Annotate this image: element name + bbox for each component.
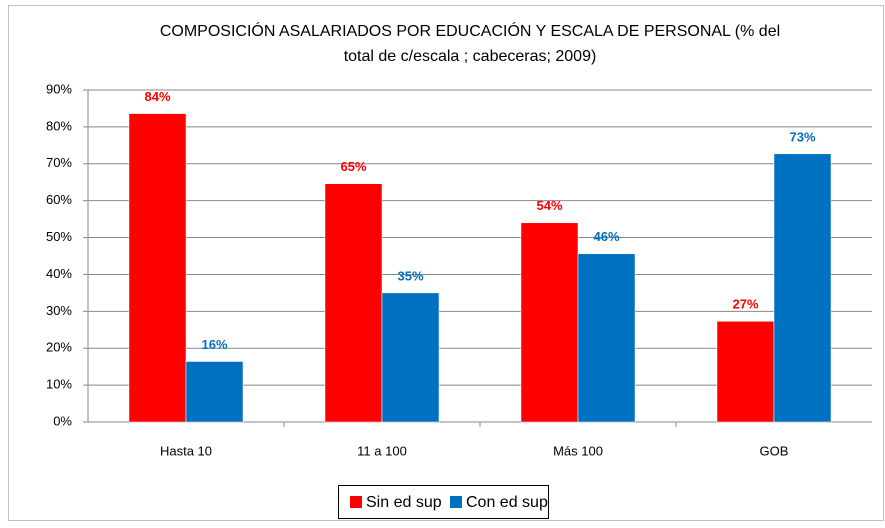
- data-label: 65%: [340, 159, 366, 174]
- x-tick-label: Hasta 10: [160, 443, 212, 458]
- bar: [577, 253, 636, 423]
- bar: [324, 183, 383, 423]
- data-label: 16%: [201, 337, 227, 352]
- data-label: 27%: [732, 297, 758, 312]
- chart-title: total de c/escala ; cabeceras; 2009): [344, 48, 597, 65]
- y-tick-label: 30%: [46, 303, 72, 318]
- y-tick-label: 10%: [46, 377, 72, 392]
- legend-label: Sin ed sup: [366, 494, 442, 511]
- y-tick-label: 50%: [46, 229, 72, 244]
- bar: [773, 153, 832, 423]
- data-label: 84%: [144, 89, 170, 104]
- data-label: 35%: [397, 268, 423, 283]
- data-label: 46%: [593, 229, 619, 244]
- bar: [185, 361, 244, 423]
- legend-swatch: [450, 496, 462, 508]
- y-tick-label: 40%: [46, 266, 72, 281]
- bar: [128, 113, 187, 423]
- y-tick-label: 60%: [46, 192, 72, 207]
- legend-swatch: [350, 496, 362, 508]
- x-tick-label: Más 100: [553, 443, 603, 458]
- y-tick-label: 0%: [53, 413, 72, 428]
- x-tick-label: 11 a 100: [357, 443, 407, 458]
- bar: [716, 321, 775, 423]
- legend-box: [338, 485, 549, 519]
- data-label: 73%: [789, 129, 815, 144]
- data-label: 54%: [536, 198, 562, 213]
- bar: [520, 222, 579, 423]
- y-tick-label: 70%: [46, 155, 72, 170]
- legend-label: Con ed sup: [466, 494, 548, 511]
- x-tick-label: GOB: [760, 443, 789, 458]
- y-tick-label: 20%: [46, 340, 72, 355]
- chart-title: COMPOSICIÓN ASALARIADOS POR EDUCACIÓN Y …: [160, 21, 780, 40]
- y-tick-label: 80%: [46, 118, 72, 133]
- bar: [381, 292, 440, 423]
- y-tick-label: 90%: [46, 81, 72, 96]
